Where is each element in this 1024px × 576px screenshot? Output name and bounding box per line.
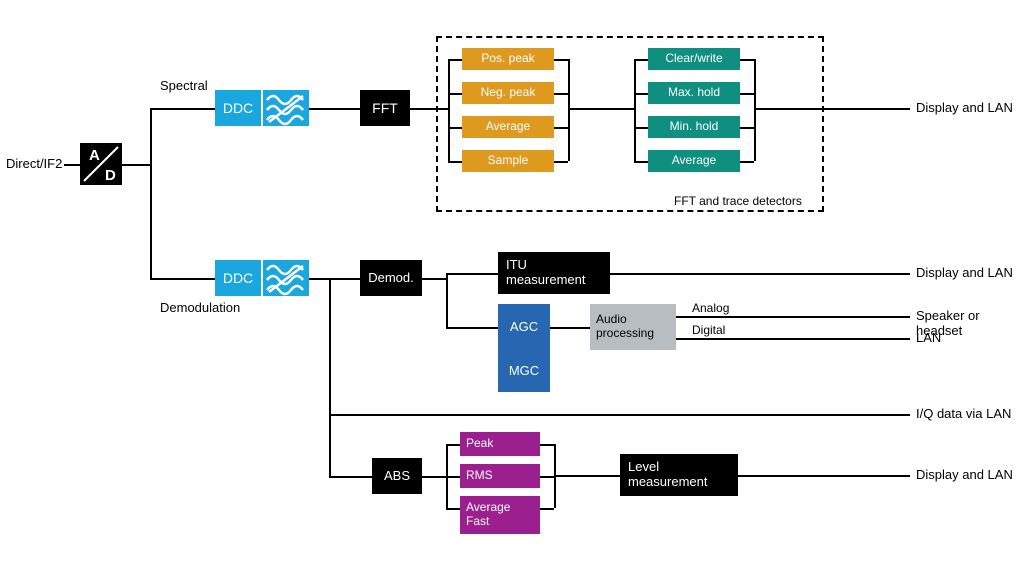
pouth1: [540, 476, 554, 478]
ddc-spectral: DDC: [215, 90, 261, 126]
out2: Display and LAN: [916, 265, 1013, 280]
agc-block: AGC: [498, 304, 550, 350]
pout-level: [554, 475, 620, 477]
tap-v: [329, 278, 331, 476]
label-digital: Digital: [692, 323, 725, 337]
goldout3: [554, 161, 568, 163]
tealout3: [740, 161, 754, 163]
teal-0: Clear/write: [648, 48, 740, 70]
tealout2: [740, 127, 754, 129]
purple-0: Peak: [460, 432, 540, 456]
teal-1: Max. hold: [648, 82, 740, 104]
goldout-v: [568, 59, 570, 161]
teal-3: Average: [648, 150, 740, 172]
fft-block: FFT: [360, 90, 410, 126]
audio-block: Audio processing: [590, 304, 676, 350]
pouth2: [540, 508, 554, 510]
ad-block: AD: [80, 143, 122, 185]
pin1: [446, 476, 460, 478]
tap-abs: [329, 476, 372, 478]
tealin1: [634, 93, 648, 95]
mgc-block: MGC: [498, 350, 550, 392]
label-demod: Demodulation: [160, 300, 240, 315]
wire-to-ddc2: [150, 278, 215, 280]
tealin3: [634, 161, 648, 163]
iq-out: [329, 414, 910, 416]
wire-filt-demod: [309, 278, 360, 280]
itu-out: [610, 273, 910, 275]
demod-bus-v: [446, 273, 448, 327]
goldbus-v: [448, 59, 450, 161]
pin2: [446, 508, 460, 510]
tealbus-v: [634, 59, 636, 161]
bus-agc: [446, 327, 498, 329]
goldout1: [554, 93, 568, 95]
wire-fft-goldbus: [410, 108, 448, 110]
tealout-v: [754, 59, 756, 161]
label-fft-group: FFT and trace detectors: [674, 194, 802, 208]
gold-2: Average: [462, 116, 554, 138]
filter-demod: [263, 260, 309, 296]
ddc-demod: DDC: [215, 260, 261, 296]
goldin1: [448, 93, 462, 95]
pouth0: [540, 444, 554, 446]
gold-1: Neg. peak: [462, 82, 554, 104]
tealin2: [634, 127, 648, 129]
tealout1: [740, 93, 754, 95]
purple-1: RMS: [460, 464, 540, 488]
agc-audio: [550, 327, 590, 329]
teal-2: Min. hold: [648, 116, 740, 138]
gold-3: Sample: [462, 150, 554, 172]
level-block: Level measurement: [620, 454, 738, 496]
wire-ad-split: [122, 164, 150, 166]
label-analog: Analog: [692, 301, 729, 315]
abs-pbus: [422, 476, 446, 478]
demod-bus-h: [422, 278, 446, 280]
goldout2: [554, 127, 568, 129]
wire-to-ddc1: [150, 108, 215, 110]
filter-spectral: [263, 90, 309, 126]
tealin0: [634, 59, 648, 61]
goldout0: [554, 59, 568, 61]
bus-itu: [446, 273, 498, 275]
out5: I/Q data via LAN: [916, 406, 1011, 421]
wire-in-ad: [64, 164, 80, 166]
purple-2: Average Fast: [460, 496, 540, 534]
audio-analog: [676, 316, 910, 318]
label-input: Direct/IF2: [6, 156, 62, 171]
goldin2: [448, 127, 462, 129]
out4: LAN: [916, 330, 941, 345]
wire-filt-fft: [309, 108, 360, 110]
goldin0: [448, 59, 462, 61]
out1: Display and LAN: [916, 100, 1013, 115]
gold-teal: [568, 108, 634, 110]
goldin3: [448, 161, 462, 163]
abs-block: ABS: [372, 458, 422, 494]
tealout0: [740, 59, 754, 61]
label-spectral: Spectral: [160, 78, 208, 93]
pin0: [446, 444, 460, 446]
gold-0: Pos. peak: [462, 48, 554, 70]
itu-block: ITU measurement: [498, 252, 610, 294]
audio-digital: [676, 338, 910, 340]
teal-out: [754, 108, 910, 110]
svg-text:A: A: [89, 147, 100, 164]
wire-split-v: [150, 108, 152, 278]
demod-block: Demod.: [360, 260, 422, 296]
out6: Display and LAN: [916, 467, 1013, 482]
svg-text:D: D: [105, 167, 116, 184]
level-out: [738, 475, 910, 477]
